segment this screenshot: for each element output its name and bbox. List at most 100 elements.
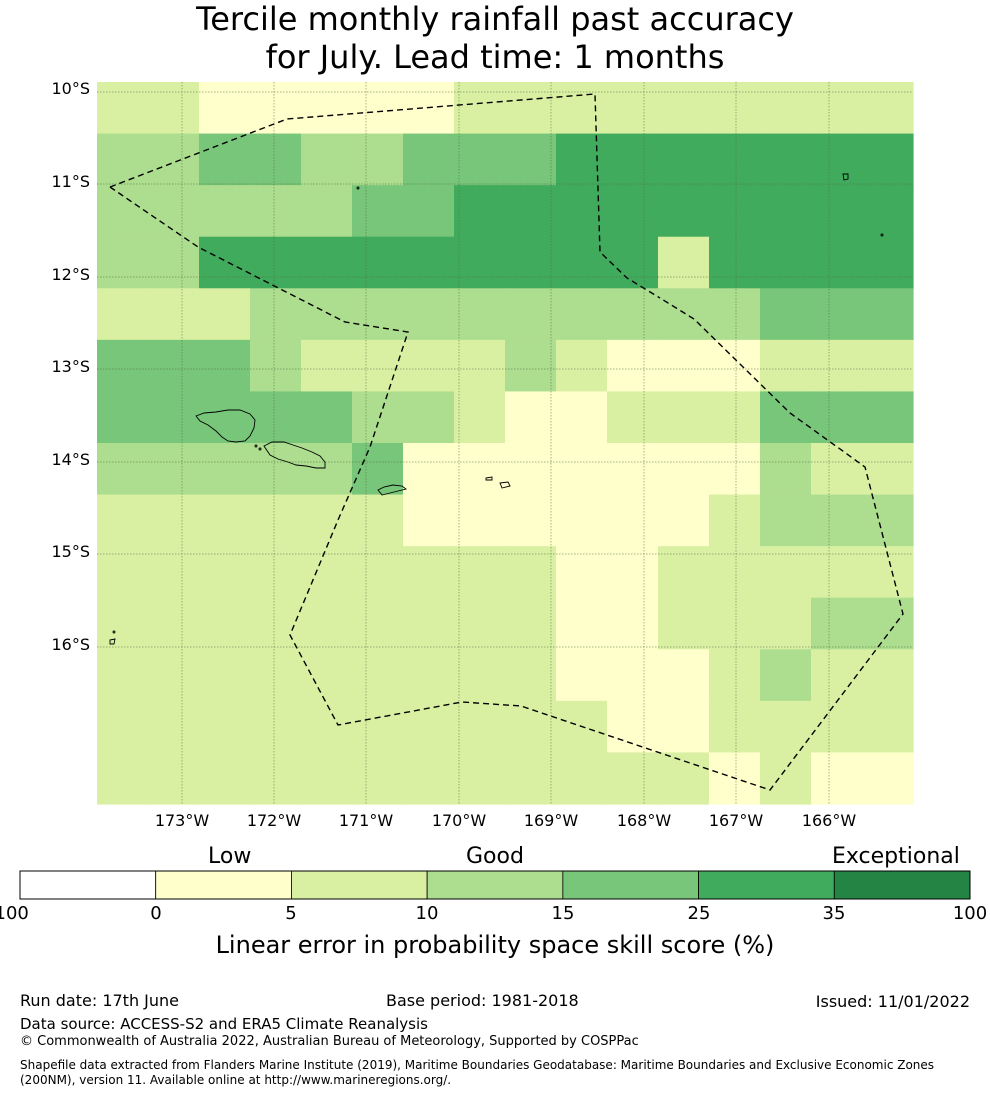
skill-cell	[97, 700, 149, 754]
skill-cell	[760, 752, 812, 805]
skill-cell	[811, 443, 863, 496]
skill-cell	[556, 236, 608, 289]
skill-cell	[760, 236, 812, 289]
skill-cell	[760, 185, 812, 238]
skill-cell	[505, 649, 557, 702]
island-ofu	[485, 476, 493, 481]
eez-boundary-samoa	[109, 93, 661, 299]
skill-cell	[148, 236, 200, 289]
skill-cell	[199, 649, 251, 702]
skill-cell	[148, 494, 200, 547]
skill-cell	[199, 752, 251, 805]
skill-cell	[250, 649, 302, 702]
skill-cell	[97, 133, 149, 186]
skill-cell	[301, 443, 353, 496]
skill-cell	[862, 649, 914, 702]
copyright: © Commonwealth of Australia 2022, Austra…	[20, 1034, 639, 1049]
skill-cell	[862, 494, 914, 547]
skill-cell	[862, 82, 914, 135]
skill-cell	[97, 597, 149, 650]
colorbar-tick: 5	[285, 903, 297, 924]
title-line-2: for July. Lead time: 1 months	[265, 38, 725, 76]
island-dot-1	[356, 186, 360, 190]
skill-cell	[505, 185, 557, 238]
skill-cell	[97, 494, 149, 547]
island-dot-3	[112, 630, 116, 634]
skill-cell	[658, 649, 710, 702]
skill-cell	[607, 700, 659, 754]
skill-cell	[250, 133, 302, 186]
skill-cell	[352, 288, 404, 341]
skill-cell	[148, 82, 200, 135]
skill-cell	[811, 288, 863, 341]
skill-cell	[505, 546, 557, 599]
skill-cell	[199, 494, 251, 547]
skill-cell	[250, 494, 302, 547]
skill-cell	[811, 236, 863, 289]
island-tutuila	[377, 484, 408, 496]
skill-cell	[556, 752, 608, 805]
colorbar-tick: 25	[687, 903, 711, 924]
lat-label: 11°S	[51, 172, 90, 191]
skill-cell	[403, 494, 455, 547]
colorbar-tick: 15	[551, 903, 575, 924]
skill-cell	[403, 185, 455, 238]
skill-cell	[454, 443, 506, 496]
skill-cell	[454, 494, 506, 547]
skill-cell	[862, 752, 914, 805]
skill-cell	[709, 597, 761, 650]
skill-cell	[97, 649, 149, 702]
skill-cell	[403, 597, 455, 650]
skill-cell	[250, 597, 302, 650]
skill-cell	[97, 82, 149, 135]
skill-cell	[658, 185, 710, 238]
skill-cell	[556, 82, 608, 135]
skill-cell	[658, 597, 710, 650]
skill-cell	[862, 339, 914, 393]
lon-label: 170°W	[431, 811, 487, 830]
colorbar-segment	[155, 870, 292, 900]
skill-cell	[505, 288, 557, 341]
skill-cell	[454, 752, 506, 805]
colorbar-segment	[698, 870, 835, 900]
skill-cell	[199, 700, 251, 754]
skill-cell	[709, 288, 761, 341]
skill-cell	[148, 185, 200, 238]
skill-cell	[250, 546, 302, 599]
skill-cell	[454, 339, 506, 393]
skill-cell	[505, 443, 557, 496]
skill-cell	[862, 133, 914, 186]
skill-cell	[199, 597, 251, 650]
skill-cell	[658, 391, 710, 444]
colorbar	[19, 870, 971, 900]
skill-cell	[97, 391, 149, 444]
island-upolu	[263, 441, 326, 469]
skill-cell	[811, 339, 863, 393]
skill-cell	[454, 391, 506, 444]
skill-cell	[709, 391, 761, 444]
skill-cell	[148, 443, 200, 496]
colorbar-tick: 0	[150, 903, 162, 924]
skill-cell	[199, 546, 251, 599]
skill-cell	[148, 752, 200, 805]
skill-cell	[199, 443, 251, 496]
skill-cell	[709, 546, 761, 599]
skill-cell	[454, 700, 506, 754]
skill-cell	[97, 546, 149, 599]
skill-cell	[403, 339, 455, 393]
skill-cell	[250, 443, 302, 496]
lat-label: 16°S	[51, 635, 90, 654]
skill-cell	[454, 82, 506, 135]
skill-cell	[811, 597, 863, 650]
colorbar-label: Linear error in probability space skill …	[215, 931, 775, 959]
skill-cell	[556, 391, 608, 444]
skill-cell	[556, 597, 608, 650]
skill-cell	[403, 700, 455, 754]
skill-cell	[607, 546, 659, 599]
skill-cell	[97, 339, 149, 393]
skill-cell	[454, 546, 506, 599]
lat-label: 12°S	[51, 265, 90, 284]
colorbar-tick: -100	[0, 903, 29, 924]
skill-cell	[199, 82, 251, 135]
skill-cell	[658, 339, 710, 393]
